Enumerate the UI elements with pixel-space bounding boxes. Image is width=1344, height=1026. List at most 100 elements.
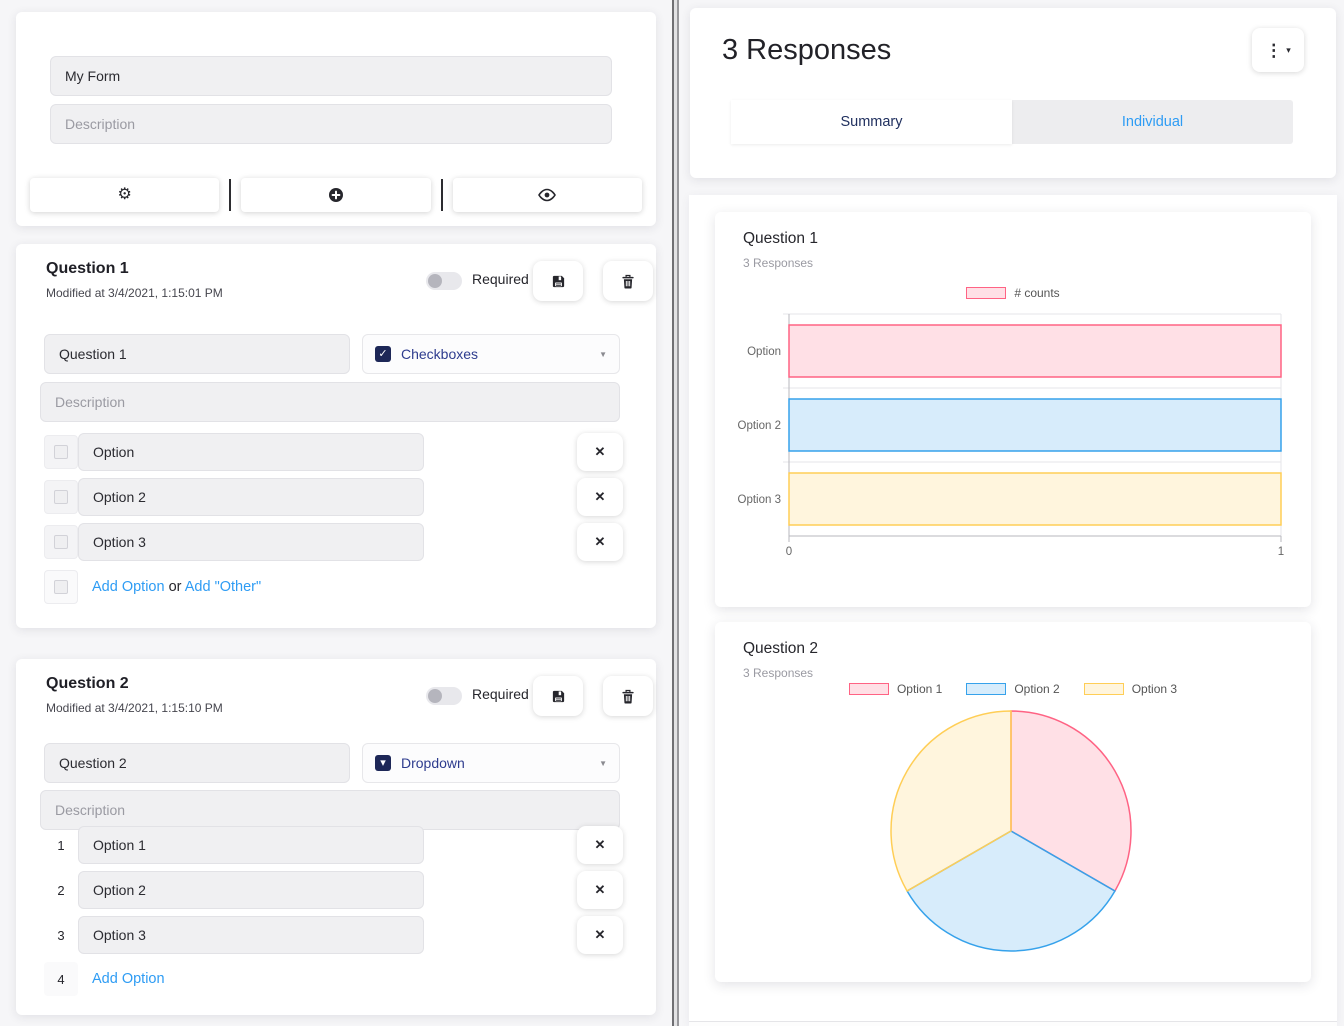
required-toggle[interactable] (426, 687, 462, 705)
option-input[interactable] (78, 871, 424, 909)
legend-item: Option 2 (966, 682, 1060, 696)
legend-label: Option 2 (1014, 682, 1060, 696)
svg-text:1: 1 (1278, 546, 1284, 558)
pie-slice-2 (906, 830, 1116, 952)
bar-chart-bars (788, 324, 1282, 526)
responses-title: 3 Responses (722, 34, 892, 66)
legend-item: Option 3 (1083, 682, 1178, 696)
svg-text:0: 0 (786, 546, 792, 558)
add-option-link[interactable]: Add Option (92, 971, 165, 987)
form-title-input[interactable] (50, 56, 612, 96)
form-description-input[interactable] (50, 104, 612, 144)
option-checkbox[interactable] (44, 435, 78, 469)
required-toggle[interactable] (426, 272, 462, 290)
checkbox-icon (54, 445, 68, 459)
question-title: Question 2 (46, 675, 129, 692)
bar-option-3 (788, 472, 1282, 526)
pie-slice-1 (1010, 710, 1132, 893)
option-row: ✕ (44, 433, 623, 471)
remove-option-button[interactable]: ✕ (577, 433, 623, 471)
responses-menu-button[interactable]: ⋮ ▾ (1252, 28, 1304, 72)
close-icon: ✕ (594, 534, 606, 549)
bar-chart-legend: # counts (715, 286, 1311, 300)
add-option-row: 4 Add Option (44, 960, 165, 998)
remove-option-button[interactable]: ✕ (577, 523, 623, 561)
remove-option-button[interactable]: ✕ (577, 826, 623, 864)
chart-subtitle: 3 Responses (743, 256, 814, 270)
checkbox-icon (54, 490, 68, 504)
delete-question-button[interactable] (603, 676, 653, 716)
question-description-input[interactable] (40, 382, 620, 422)
close-icon: ✕ (594, 837, 606, 852)
checkbox-icon (54, 580, 68, 594)
legend-label: # counts (1014, 286, 1060, 300)
bar-option-2 (788, 398, 1282, 452)
preview-form-button[interactable] (452, 178, 642, 212)
option-input[interactable] (78, 916, 424, 954)
chevron-down-icon: ▼ (599, 349, 607, 359)
eye-icon (538, 188, 557, 202)
option-input[interactable] (78, 433, 424, 471)
add-option-row: Add Option or Add "Other" (44, 568, 261, 606)
add-other-link[interactable]: Add "Other" (184, 579, 262, 595)
question-modified-timestamp: Modified at 3/4/2021, 1:15:10 PM (46, 701, 223, 715)
bar-chart: Option Option 2 Option 3 0 1 (738, 313, 1284, 558)
option-checkbox (44, 570, 78, 604)
toolbar-divider (440, 179, 443, 211)
option-checkbox[interactable] (44, 480, 78, 514)
add-option-link[interactable]: Add Option (92, 579, 165, 595)
bar-option-1 (788, 324, 1282, 378)
question-name-input[interactable] (44, 743, 350, 783)
save-icon (552, 690, 564, 702)
plus-circle-icon (328, 188, 343, 202)
remove-option-button[interactable]: ✕ (577, 871, 623, 909)
legend-item: Option 1 (848, 682, 942, 696)
chart-card-question-1: Question 1 3 Responses # counts (715, 212, 1311, 607)
tab-summary[interactable]: Summary (731, 100, 1012, 144)
option-input[interactable] (78, 523, 424, 561)
option-checkbox[interactable] (44, 525, 78, 559)
summary-tab-content: Question 1 3 Responses # counts (689, 195, 1337, 1026)
pie-chart-legend: Option 1 Option 2 Option 3 (715, 682, 1311, 696)
question-type-select[interactable]: ▾ Dropdown ▼ (362, 743, 620, 783)
remove-option-button[interactable]: ✕ (577, 478, 623, 516)
question-name-input[interactable] (44, 334, 350, 374)
option-input[interactable] (78, 826, 424, 864)
svg-text:Option 2: Option 2 (738, 420, 781, 432)
tab-individual[interactable]: Individual (1121, 114, 1184, 130)
question-type-select[interactable]: ✓ Checkboxes ▼ (362, 334, 620, 374)
option-row: 1 ✕ (44, 826, 623, 864)
option-input[interactable] (78, 478, 424, 516)
option-row: 2 ✕ (44, 871, 623, 909)
svg-text:Option: Option (747, 346, 781, 358)
trash-icon (622, 689, 634, 704)
responses-panel: 3 Responses ⋮ ▾ Summary Individual Quest… (679, 0, 1344, 1026)
option-number-label: 2 (57, 882, 65, 898)
option-row: 3 ✕ (44, 916, 623, 954)
required-label: Required (472, 686, 529, 702)
panel-split-divider[interactable] (672, 0, 679, 1026)
add-question-button[interactable] (241, 178, 431, 212)
responses-header-card: 3 Responses ⋮ ▾ Summary Individual (690, 8, 1336, 178)
chart-card-question-2: Question 2 3 Responses Option 1 Option 2… (715, 622, 1311, 982)
chart-subtitle: 3 Responses (743, 666, 814, 680)
toggle-knob-icon (428, 689, 442, 703)
gear-icon: ⚙ (117, 186, 132, 203)
dropdown-square-icon: ▾ (375, 755, 391, 771)
close-icon: ✕ (594, 927, 606, 942)
toolbar-divider (229, 179, 232, 211)
save-question-button[interactable] (533, 261, 583, 301)
save-icon (552, 275, 564, 287)
option-number-label: 3 (57, 927, 65, 943)
question-description-input[interactable] (40, 790, 620, 830)
legend-label: Option 3 (1131, 682, 1178, 696)
close-icon: ✕ (594, 489, 606, 504)
form-settings-button[interactable]: ⚙ (30, 178, 220, 212)
toggle-knob-icon (428, 274, 442, 288)
checkbox-icon (54, 535, 68, 549)
legend-swatch (1083, 683, 1124, 695)
delete-question-button[interactable] (603, 261, 653, 301)
save-question-button[interactable] (533, 676, 583, 716)
remove-option-button[interactable]: ✕ (577, 916, 623, 954)
